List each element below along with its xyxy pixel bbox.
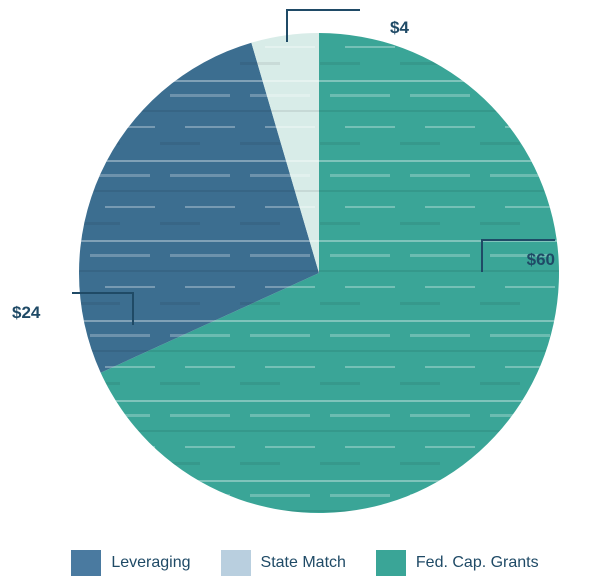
- legend-swatch-fed-cap-grants: [375, 550, 406, 576]
- leader-line-leveraging: [72, 292, 134, 325]
- chart-legend: Leveraging State Match Fed. Cap. Grants: [0, 546, 610, 580]
- value-label-state-match: $4: [390, 18, 409, 37]
- value-label-fed-cap-grants: $60: [527, 250, 555, 269]
- pie-chart: $60 $24 $4: [12, 9, 560, 513]
- legend-item-state-match: State Match: [220, 550, 346, 576]
- legend-swatch-state-match: [220, 550, 251, 576]
- legend-label-state-match: State Match: [260, 554, 346, 571]
- legend-label-leveraging: Leveraging: [111, 554, 191, 571]
- legend-label-fed-cap-grants: Fed. Cap. Grants: [415, 554, 539, 571]
- leader-line-state-match: [286, 9, 360, 42]
- legend-item-fed-cap-grants: Fed. Cap. Grants: [375, 550, 539, 576]
- value-label-leveraging: $24: [12, 303, 41, 322]
- legend-swatch-leveraging: [71, 550, 102, 576]
- leader-line-fed-cap-grants: [481, 239, 555, 272]
- legend-item-leveraging: Leveraging: [71, 550, 191, 576]
